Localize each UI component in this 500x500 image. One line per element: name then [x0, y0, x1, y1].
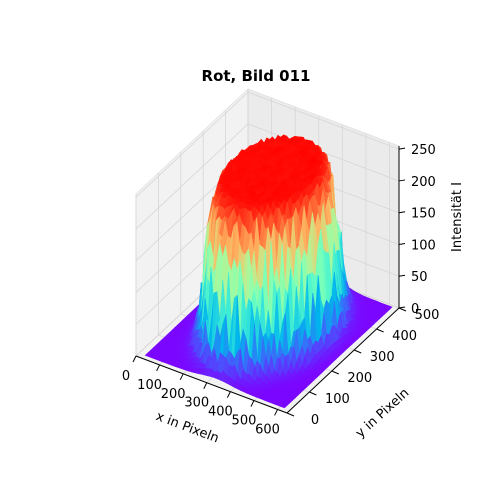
x-tick-mark	[250, 400, 255, 407]
surface-facet	[281, 403, 288, 409]
x-tick-mark	[203, 382, 208, 389]
z-tick-mark	[398, 147, 406, 150]
y-tick-label: 300	[370, 350, 395, 365]
x-tick-label: 600	[255, 422, 280, 437]
y-axis-label: y in Pixeln	[353, 386, 412, 441]
z-axis-label: Intensität I	[450, 182, 465, 252]
z-tick-mark	[398, 242, 406, 245]
z-tick-mark	[398, 274, 406, 277]
z-tick-mark	[398, 306, 406, 309]
z-tick-label: 100	[411, 238, 436, 253]
y-tick-mark	[398, 307, 407, 312]
surface-mesh	[144, 134, 393, 409]
y-tick-label: 100	[325, 392, 350, 407]
y-tick-label: 0	[311, 413, 319, 428]
y-axis-line	[286, 307, 400, 414]
y-tick-label: 500	[415, 308, 440, 323]
x-tick-mark	[179, 373, 184, 381]
chart-title: Rot, Bild 011	[202, 67, 311, 85]
tick-labels: 0100200300400500600010020030040050005010…	[122, 143, 440, 437]
z-tick-label: 150	[411, 207, 436, 222]
x-tick-mark	[226, 391, 231, 398]
x-tick-label: 100	[137, 378, 162, 393]
z-tick-mark	[398, 211, 406, 214]
axis-lines	[135, 146, 400, 414]
x-tick-mark	[274, 409, 279, 416]
x-axis-line	[135, 355, 288, 414]
y-tick-label: 400	[392, 329, 417, 344]
y-tick-mark	[354, 349, 362, 354]
y-tick-mark	[376, 328, 384, 333]
x-tick-label: 400	[208, 405, 233, 420]
grid-line	[135, 123, 249, 230]
y-tick-mark	[309, 391, 317, 396]
y-tick-label: 200	[347, 371, 372, 386]
x-tick-label: 500	[232, 414, 257, 429]
x-tick-label: 0	[122, 369, 130, 384]
y-tick-mark	[286, 412, 295, 417]
z-tick-label: 0	[411, 302, 419, 317]
z-tick-mark	[398, 179, 406, 182]
z-tick-label: 250	[411, 143, 436, 158]
x-tick-label: 300	[184, 396, 209, 411]
x-tick-label: 200	[161, 387, 186, 402]
z-tick-label: 200	[411, 175, 436, 190]
grid-line	[247, 91, 400, 150]
grid-line	[135, 91, 249, 198]
x-tick-mark	[132, 355, 137, 363]
y-tick-mark	[331, 370, 339, 375]
x-tick-mark	[156, 364, 161, 372]
z-tick-label: 50	[411, 270, 428, 285]
